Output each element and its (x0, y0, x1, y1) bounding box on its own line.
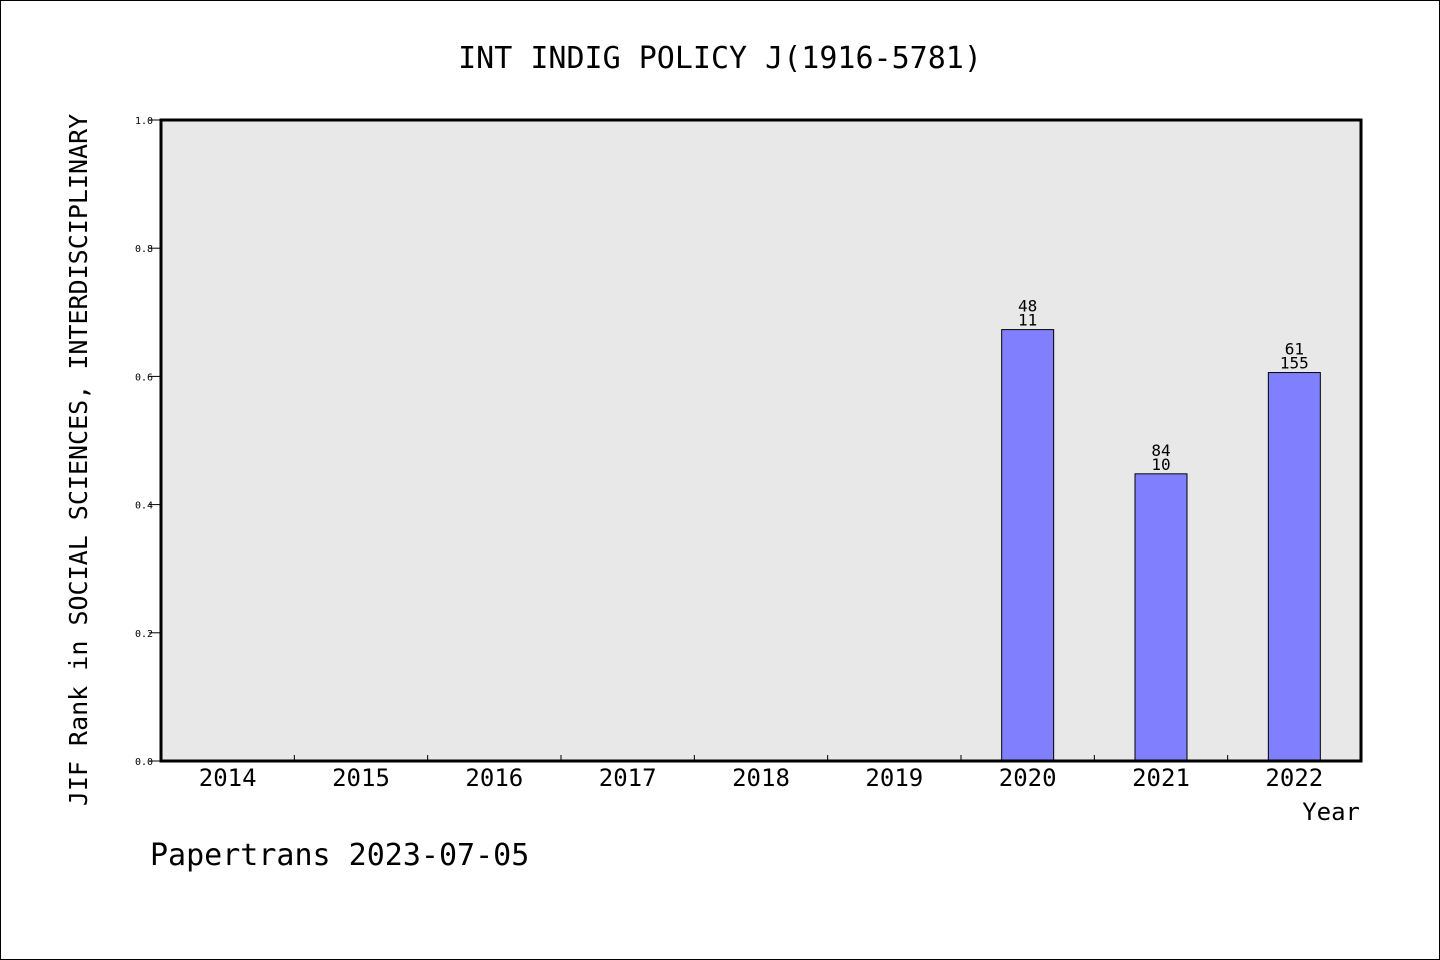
x-tick-label: 2020 (999, 764, 1057, 792)
y-axis: 0.0 0.2 0.4 0.6 0.8 1.0 (135, 116, 161, 768)
x-tick-label: 2022 (1265, 764, 1323, 792)
bar-label-top: 84 (1151, 441, 1170, 460)
bar-label-bottom: 11 (1018, 311, 1037, 330)
bar-label-top: 48 (1018, 297, 1037, 316)
y-tick-label: 0.8 (135, 244, 153, 255)
footer-credit: Papertrans 2023-07-05 (150, 838, 529, 873)
bar-label-bottom: 155 (1280, 354, 1309, 373)
x-tick-label: 2014 (199, 764, 257, 792)
x-axis: 2014 2015 2016 2017 2018 2019 2020 2021 2022 (199, 755, 1323, 792)
bar-2020 (1001, 329, 1055, 762)
y-tick-label: 0.2 (135, 629, 153, 640)
x-tick-label: 2021 (1132, 764, 1190, 792)
x-tick-label: 2017 (599, 764, 657, 792)
bar-label-bottom: 10 (1151, 455, 1170, 474)
y-tick-label: 0.0 (135, 757, 153, 768)
bar-2021 (1134, 473, 1188, 762)
bar-2022 (1267, 372, 1321, 762)
y-axis-label: JIF Rank in SOCIAL SCIENCES, INTERDISCIP… (64, 114, 93, 806)
chart-title: INT INDIG POLICY J(1916-5781) (458, 41, 982, 76)
x-tick-label: 2015 (332, 764, 390, 792)
y-tick-label: 0.4 (135, 501, 153, 512)
x-tick-label: 2016 (465, 764, 523, 792)
x-tick-label: 2019 (865, 764, 923, 792)
plot-frame (159, 118, 1363, 763)
x-axis-label: Year (1302, 798, 1360, 826)
y-tick-label: 0.6 (135, 372, 153, 383)
y-tick-label: 1.0 (135, 116, 153, 127)
x-tick-label: 2018 (732, 764, 790, 792)
bar-label-top: 61 (1285, 340, 1304, 359)
